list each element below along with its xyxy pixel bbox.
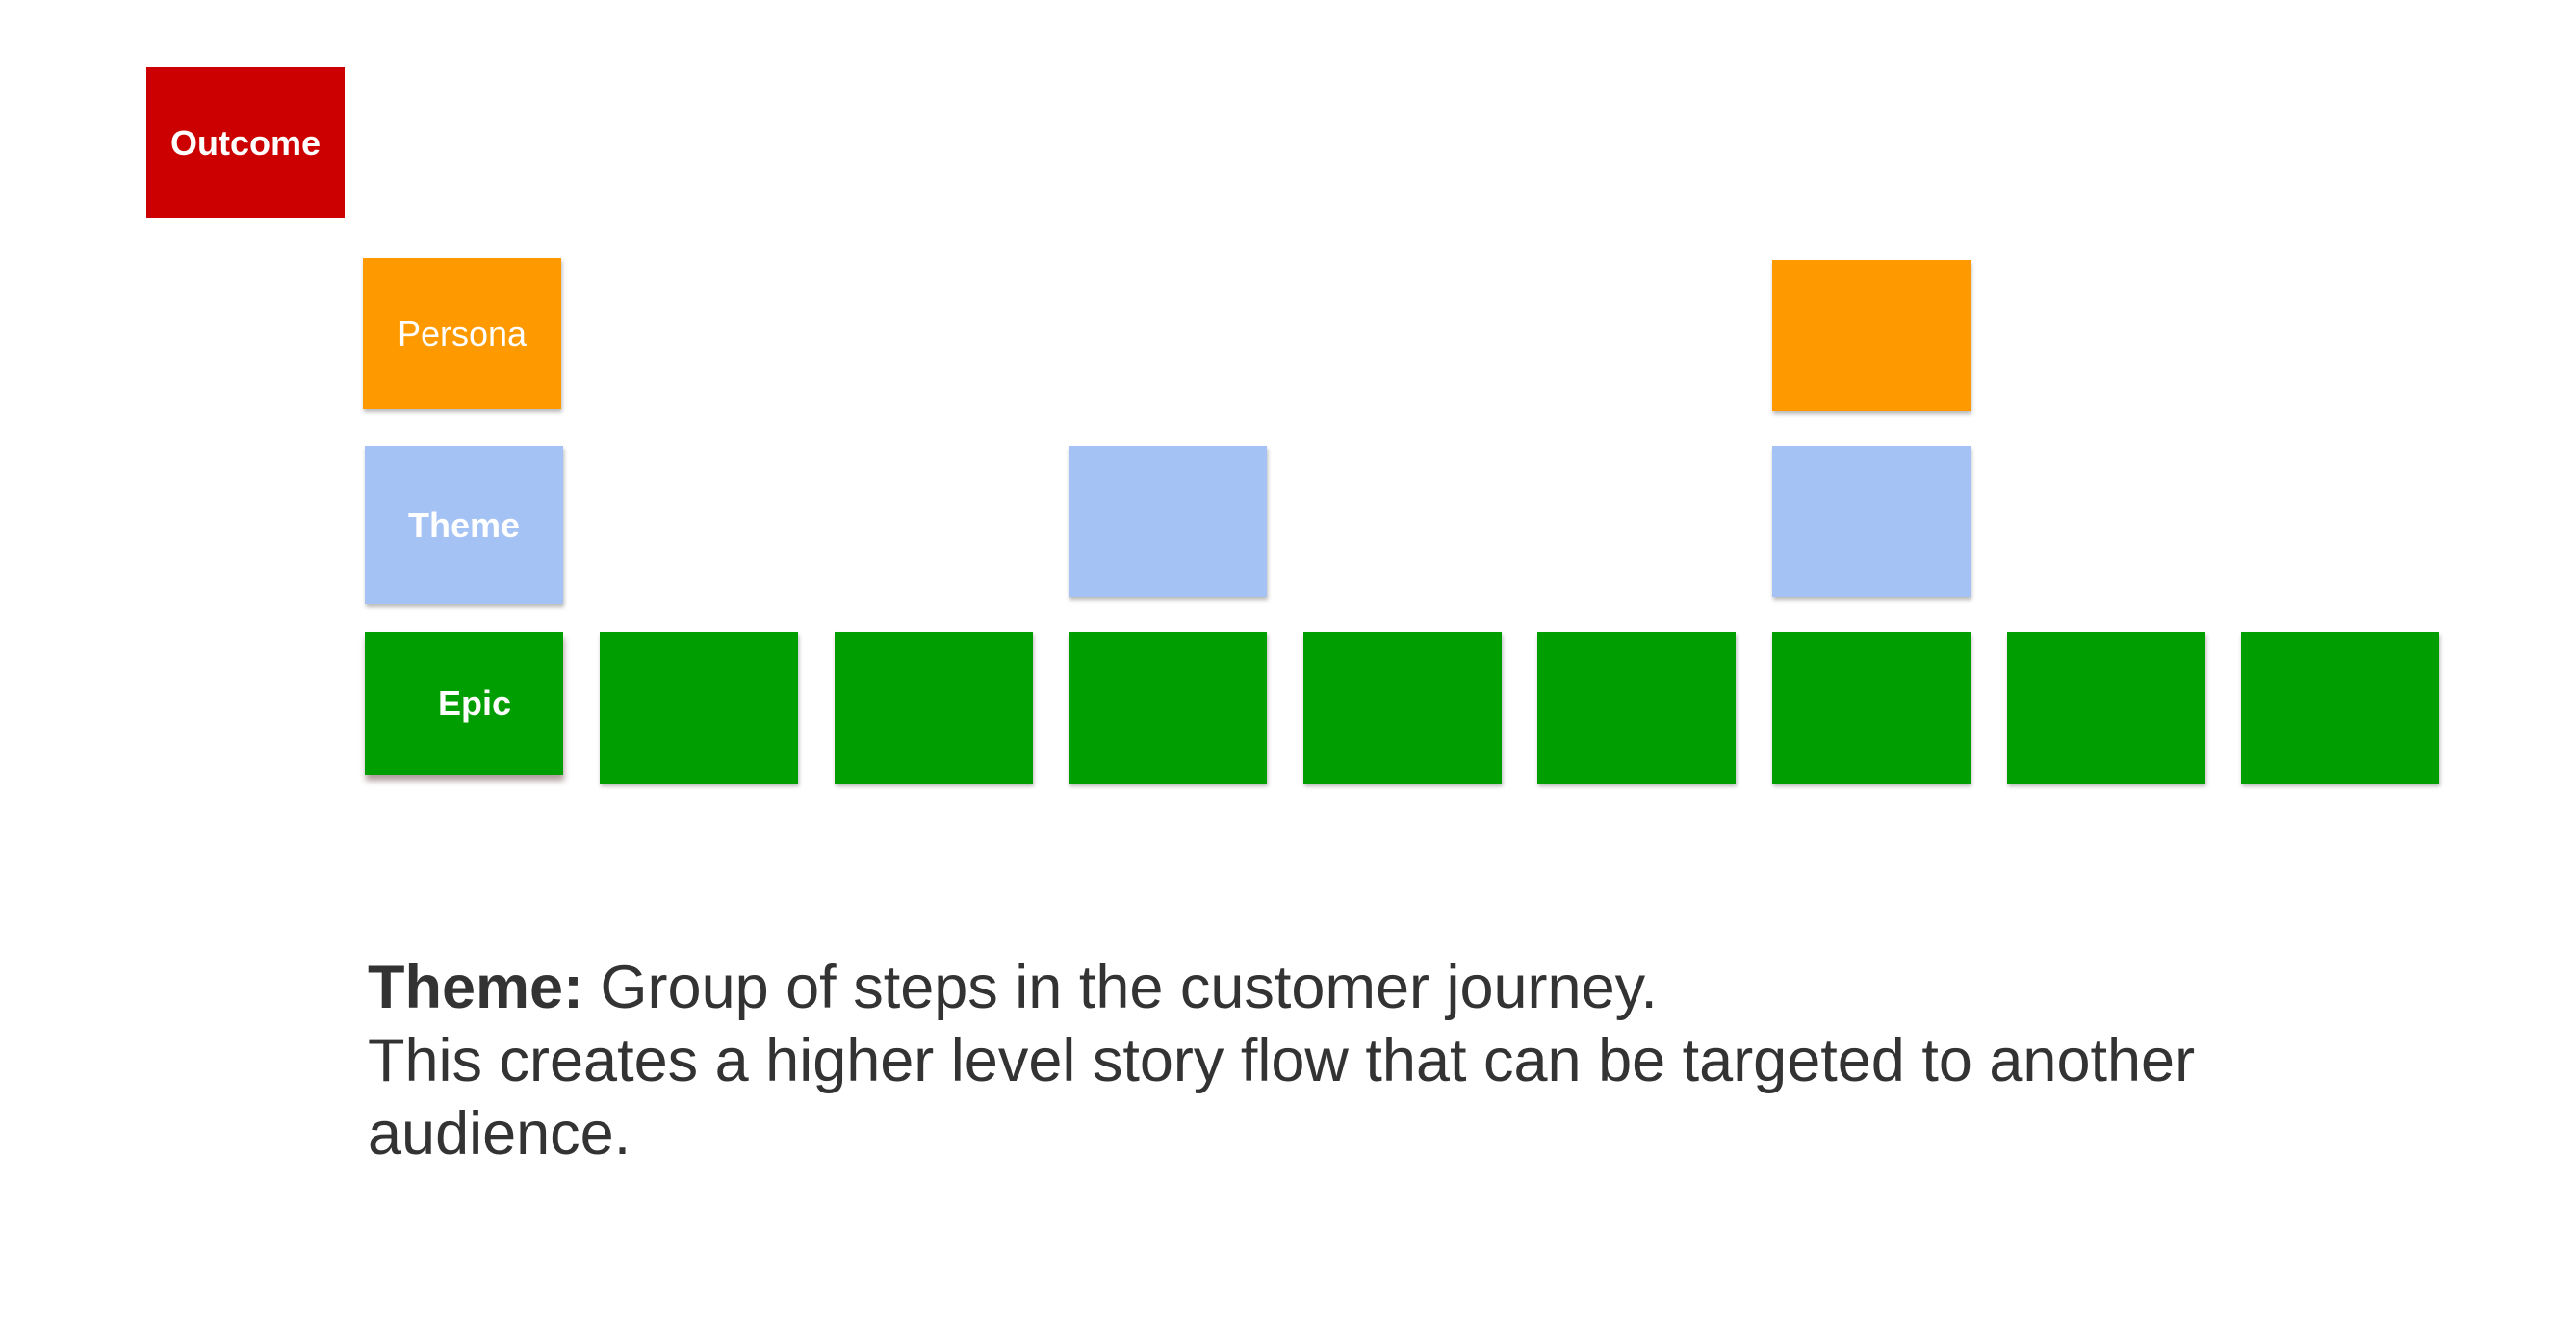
theme-card-blank (1069, 446, 1267, 597)
persona-card: Persona (363, 258, 561, 409)
epic-card-blank (600, 632, 798, 784)
caption: Theme: Group of steps in the customer jo… (368, 951, 2293, 1170)
caption-line-1: Theme: Group of steps in the customer jo… (368, 951, 2293, 1024)
caption-line-2: This creates a higher level story flow t… (368, 1024, 2274, 1170)
epic-card-blank (835, 632, 1033, 784)
theme-label: Theme (408, 505, 520, 546)
caption-lead: Theme: (368, 954, 583, 1021)
epic-card-blank (2007, 632, 2205, 784)
epic-card-blank (1303, 632, 1502, 784)
epic-label: Epic (438, 683, 511, 724)
persona-card-blank (1772, 260, 1971, 411)
epic-card: Epic (365, 632, 563, 775)
persona-label: Persona (398, 314, 527, 354)
theme-card-blank (1772, 446, 1971, 597)
outcome-label: Outcome (170, 123, 321, 164)
epic-card-blank (1772, 632, 1971, 784)
epic-card-blank (1537, 632, 1736, 784)
theme-card: Theme (365, 446, 563, 604)
epic-card-blank (2241, 632, 2439, 784)
outcome-card: Outcome (146, 67, 345, 218)
caption-rest: Group of steps in the customer journey. (583, 954, 1658, 1021)
epic-card-blank (1069, 632, 1267, 784)
